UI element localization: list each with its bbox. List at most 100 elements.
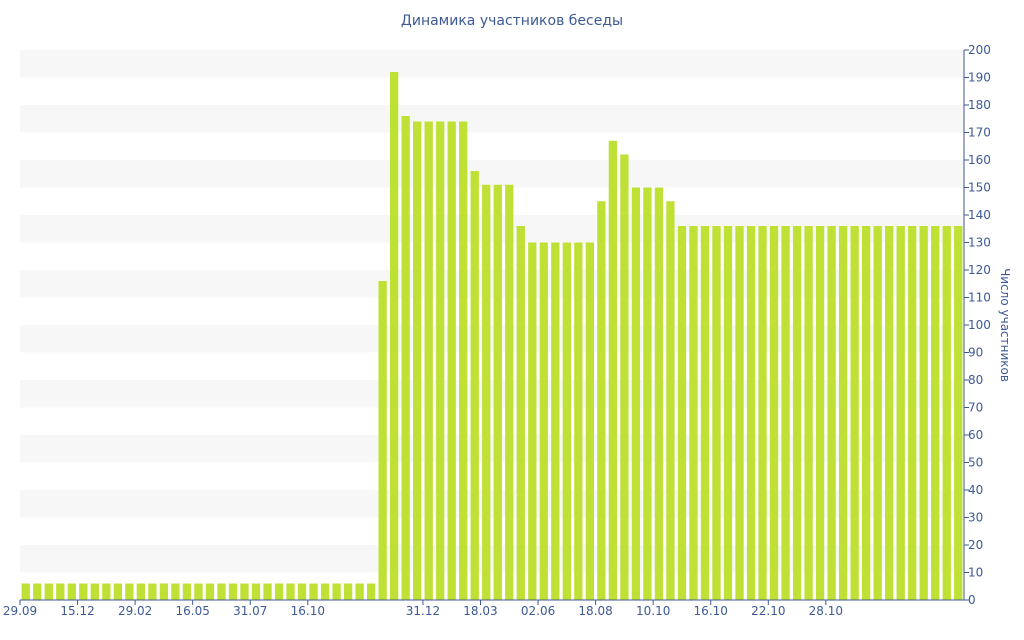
bar [194,583,203,600]
y-tick-label: 40 [968,483,983,497]
bar [908,226,917,600]
bar [309,583,318,600]
bar [896,226,905,600]
y-axis: 0 10 20 30 40 50 60 70 80 90 100 110 120 130 140 150 160… [963,43,991,607]
bar [516,226,525,600]
bar [263,583,272,600]
bar [482,184,491,600]
bar [528,242,537,600]
bar [712,226,721,600]
y-tick-label: 190 [968,71,991,85]
x-tick-label: 22.10 [751,604,785,618]
bar [171,583,180,600]
bar [505,184,514,600]
bar [90,583,99,600]
y-tick-label: 160 [968,153,991,167]
bar [251,583,261,600]
bar [228,583,238,600]
bar [355,583,364,600]
bar [608,140,618,600]
x-tick-label: 28.10 [809,604,843,618]
x-tick-label: 31.12 [406,604,440,618]
bar [562,242,571,600]
bar [746,226,756,600]
bar [643,187,652,600]
bar [274,583,284,600]
bar [125,583,134,600]
bar [378,281,387,600]
x-tick-label: 02.06 [521,604,555,618]
bar [113,583,122,600]
y-tick-label: 170 [968,126,991,140]
bar [44,583,53,600]
bar [493,184,502,600]
y-tick-label: 140 [968,208,991,222]
bar [631,187,641,600]
x-tick-label: 29.02 [118,604,152,618]
bar [159,583,169,600]
y-tick-label: 200 [968,43,991,57]
bar [666,201,675,600]
chart-title: Динамика участников беседы [400,13,624,29]
x-tick-label: 10.10 [636,604,670,618]
y-tick-label: 60 [968,428,983,442]
bar [620,154,629,600]
bar [67,583,76,600]
bar [574,242,583,600]
x-tick-label: 18.08 [578,604,612,618]
bar [436,121,445,600]
y-tick-label: 80 [968,373,983,387]
bar [366,583,376,600]
x-tick-label: 29.09 [3,604,37,618]
y-tick-label: 50 [968,456,983,470]
bar [931,226,940,600]
bar [332,583,341,600]
bar [390,72,399,600]
bar [286,583,295,600]
y-tick-label: 120 [968,263,991,277]
bar [56,583,65,600]
y-tick-label: 180 [968,98,991,112]
y-tick-label: 150 [968,181,991,195]
bar [942,226,951,600]
bars [21,72,963,600]
bar [205,583,215,600]
bar [827,226,836,600]
bar [585,242,594,600]
y-tick-label: 20 [968,538,983,552]
grid-band [20,50,964,78]
x-tick-label: 31.07 [233,604,267,618]
bar [21,583,30,600]
bar [459,121,468,600]
y-tick-label: 100 [968,318,991,332]
y-tick-label: 90 [968,346,983,360]
bar [850,226,859,600]
bar [182,583,192,600]
bar [792,226,802,600]
y-tick-label: 110 [968,291,991,305]
bar [102,583,111,600]
bar [689,226,698,600]
bar [470,171,479,600]
x-tick-label: 16.10 [291,604,325,618]
bar [136,583,146,600]
bar [217,583,226,600]
grid-band [20,160,964,188]
x-tick-label: 16.05 [176,604,210,618]
grid-band [20,105,964,133]
bar [343,583,353,600]
y-axis-title: Число участников [998,268,1012,382]
bar [297,583,307,600]
y-tick-label: 70 [968,401,983,415]
bar [700,226,710,600]
bar [781,226,790,600]
bar [769,226,779,600]
bar [654,187,664,600]
x-tick-label: 16.10 [694,604,728,618]
bar [551,242,560,600]
bar [33,583,42,600]
bar [919,226,928,600]
bar [735,226,744,600]
bar [401,116,410,600]
